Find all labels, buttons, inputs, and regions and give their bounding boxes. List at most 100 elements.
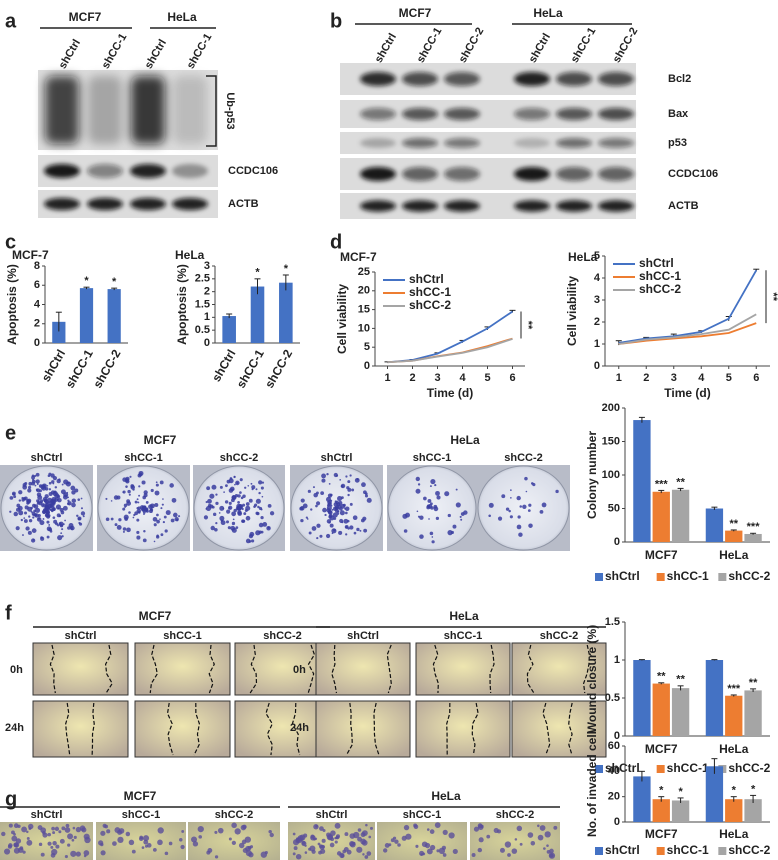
wound-edge <box>582 644 590 694</box>
invaded-cell <box>544 831 551 838</box>
invaded-cell <box>65 823 70 828</box>
band <box>44 163 80 179</box>
colony <box>20 518 23 522</box>
colony <box>215 501 219 505</box>
band <box>402 71 438 87</box>
colony <box>122 490 126 494</box>
error-bar <box>658 796 665 802</box>
colony <box>128 511 131 514</box>
colony <box>330 504 333 507</box>
colony <box>62 505 68 511</box>
colony <box>9 510 12 513</box>
colony <box>31 511 36 516</box>
y-tick-label: 0 <box>614 816 620 828</box>
colony <box>518 532 523 537</box>
bar <box>744 690 762 736</box>
colony <box>60 532 63 535</box>
colony <box>340 483 346 489</box>
invaded-cell <box>157 827 164 834</box>
invaded-cell <box>383 848 388 853</box>
band <box>402 107 438 121</box>
invaded-cell <box>152 848 157 852</box>
x-tick-label: HeLa <box>719 742 749 756</box>
colony <box>123 514 129 520</box>
y-tick-label: 2 <box>594 316 600 328</box>
invaded-cell <box>164 851 169 856</box>
error-bar <box>730 796 737 802</box>
lane-label: shCC-1 <box>100 32 130 71</box>
invaded-cell <box>26 830 29 834</box>
colony <box>35 472 40 477</box>
group-label: HeLa <box>167 10 197 24</box>
lane-label: shCtrl <box>373 31 399 65</box>
panel-label: a <box>5 10 17 32</box>
colony <box>214 528 218 532</box>
bar <box>79 288 94 343</box>
colony <box>27 530 32 535</box>
significance: ** <box>657 671 666 683</box>
error-bar <box>282 274 289 291</box>
error-bar <box>83 286 90 290</box>
colony <box>262 521 268 527</box>
y-tick-label: 25 <box>358 266 370 278</box>
invaded-cell <box>314 837 318 841</box>
invaded-cell <box>8 823 13 828</box>
invaded-cell <box>497 829 502 834</box>
invaded-cell <box>81 827 87 833</box>
colony <box>237 494 241 498</box>
colony <box>9 496 14 500</box>
bar <box>107 289 121 343</box>
colony <box>527 509 531 512</box>
invaded-cell <box>7 844 12 849</box>
colony <box>36 499 40 503</box>
colony <box>138 485 141 488</box>
y-tick-label: 2 <box>204 286 210 298</box>
legend-label: shCtrl <box>605 761 640 775</box>
colony <box>426 505 431 510</box>
invaded-cell <box>471 852 476 857</box>
colony <box>118 518 122 522</box>
invaded-cell <box>58 830 62 834</box>
invaded-cell <box>415 844 419 848</box>
colony <box>245 505 251 511</box>
colony <box>255 498 261 504</box>
invaded-cell <box>67 833 74 840</box>
colony <box>419 534 424 539</box>
colony <box>67 481 70 484</box>
colony <box>460 518 463 521</box>
colony <box>61 535 64 538</box>
error-bar <box>658 682 665 685</box>
colony <box>137 501 140 504</box>
colony <box>28 485 32 489</box>
y-tick-label: 6 <box>34 279 40 291</box>
colony <box>22 484 28 490</box>
significance: ** <box>676 674 685 686</box>
colony <box>345 511 348 515</box>
colony <box>266 525 271 531</box>
colony <box>233 508 237 513</box>
colony <box>352 515 358 521</box>
bar <box>250 286 265 343</box>
colony <box>141 508 145 512</box>
error-bar <box>254 278 261 295</box>
sample-label: shCC-2 <box>540 630 579 642</box>
invaded-cell <box>295 838 301 844</box>
y-tick-label: 1.5 <box>195 298 210 310</box>
colony <box>163 515 167 519</box>
y-axis-label: Cell viability <box>565 276 579 346</box>
invaded-cell <box>356 846 363 853</box>
colony <box>58 478 61 481</box>
error-bar <box>55 311 62 332</box>
invaded-cell <box>426 828 430 831</box>
invaded-cell <box>72 826 76 830</box>
colony <box>210 525 215 531</box>
invaded-cell <box>249 845 254 849</box>
colony <box>415 488 421 494</box>
colony <box>128 493 131 496</box>
invaded-cell <box>539 825 546 831</box>
colony <box>351 488 355 492</box>
invaded-cell <box>17 824 21 828</box>
colony <box>320 491 325 496</box>
invaded-cell <box>426 848 433 855</box>
colony <box>459 515 462 518</box>
